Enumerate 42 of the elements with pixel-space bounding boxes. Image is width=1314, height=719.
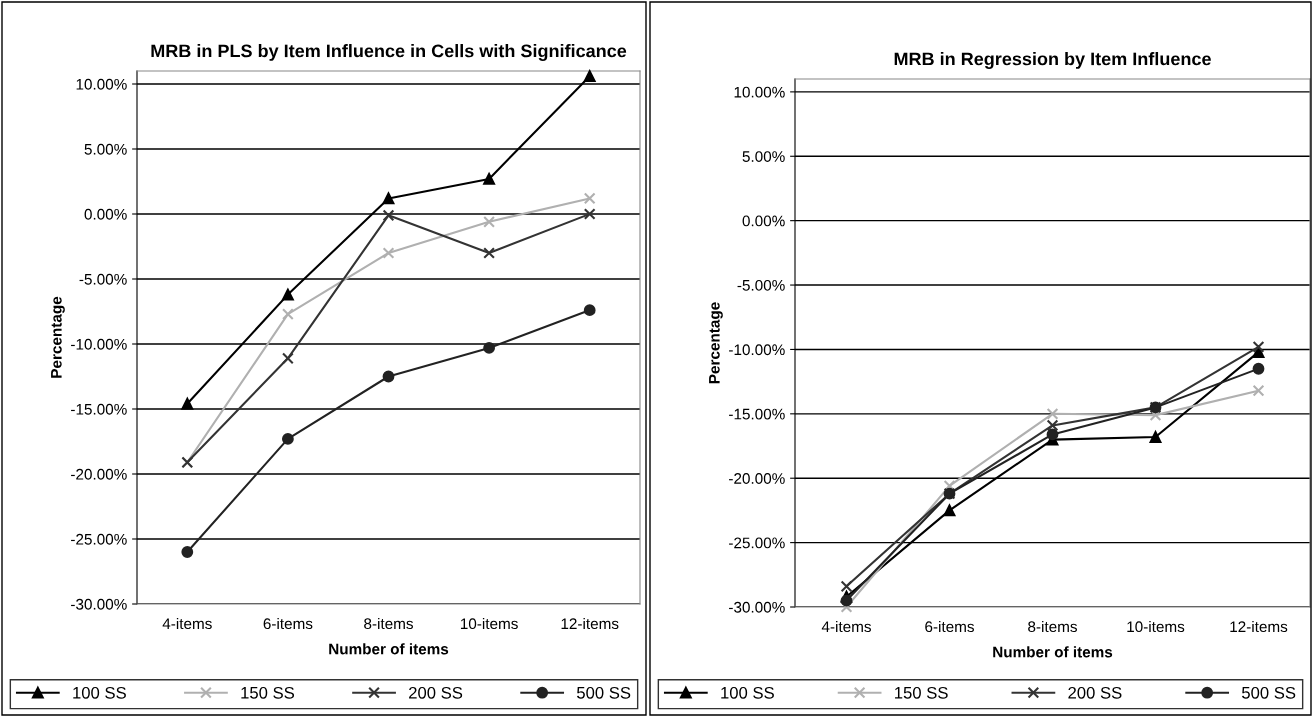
y-tick-label: -30.00%: [729, 601, 785, 613]
y-tick-label: -15.00%: [71, 403, 127, 415]
legend-label: 500 SS: [577, 686, 631, 699]
x-axis-title: Number of items: [329, 643, 449, 655]
x-tick-label: 10-items: [460, 617, 518, 630]
x-tick-label: 8-items: [1028, 620, 1077, 633]
y-tick-label: -10.00%: [71, 338, 127, 350]
x-tick-label: 4-items: [821, 620, 871, 633]
y-tick-label: -20.00%: [729, 473, 785, 484]
y-tick-label: 5.00%: [742, 151, 785, 162]
y-tick-label: 10.00%: [76, 78, 127, 90]
legend-label: 200 SS: [1068, 686, 1122, 699]
chart-title: MRB in PLS by Item Influence in Cells with Significance: [151, 44, 627, 61]
y-tick-label: -15.00%: [729, 408, 785, 420]
legend-label: 100 SS: [73, 686, 126, 699]
y-tick-label: -20.00%: [71, 468, 127, 480]
legend-label: 100 SS: [721, 686, 774, 699]
x-tick-label: 10-items: [1127, 620, 1185, 633]
y-tick-label: 5.00%: [84, 143, 127, 155]
x-tick-label: 8-items: [364, 617, 413, 630]
x-tick-label: 4-items: [162, 617, 212, 630]
y-axis-title: Percentage: [51, 296, 65, 378]
x-axis-title: Number of items: [993, 646, 1113, 658]
x-tick-label: 12-items: [1230, 620, 1288, 633]
legend-label: 150 SS: [241, 686, 295, 699]
x-tick-label: 6-items: [263, 617, 313, 630]
legend-label: 150 SS: [895, 686, 948, 699]
y-axis-title: Percentage: [709, 302, 723, 384]
chart-title: MRB in Regression by Item Influence: [894, 52, 1211, 69]
y-tick-label: 10.00%: [734, 86, 785, 98]
x-tick-label: 6-items: [925, 620, 974, 633]
y-tick-label: -10.00%: [729, 344, 785, 356]
legend-label: 500 SS: [1242, 686, 1296, 699]
y-tick-label: -5.00%: [737, 279, 785, 291]
y-tick-label: 0.00%: [84, 208, 127, 220]
y-tick-label: -5.00%: [79, 273, 127, 285]
x-tick-label: 12-items: [561, 617, 619, 630]
y-tick-label: 0.00%: [742, 215, 785, 227]
legend-label: 200 SS: [409, 686, 463, 699]
y-tick-label: -25.00%: [729, 537, 785, 549]
y-tick-label: -25.00%: [71, 533, 127, 545]
y-tick-label: -30.00%: [71, 598, 127, 610]
